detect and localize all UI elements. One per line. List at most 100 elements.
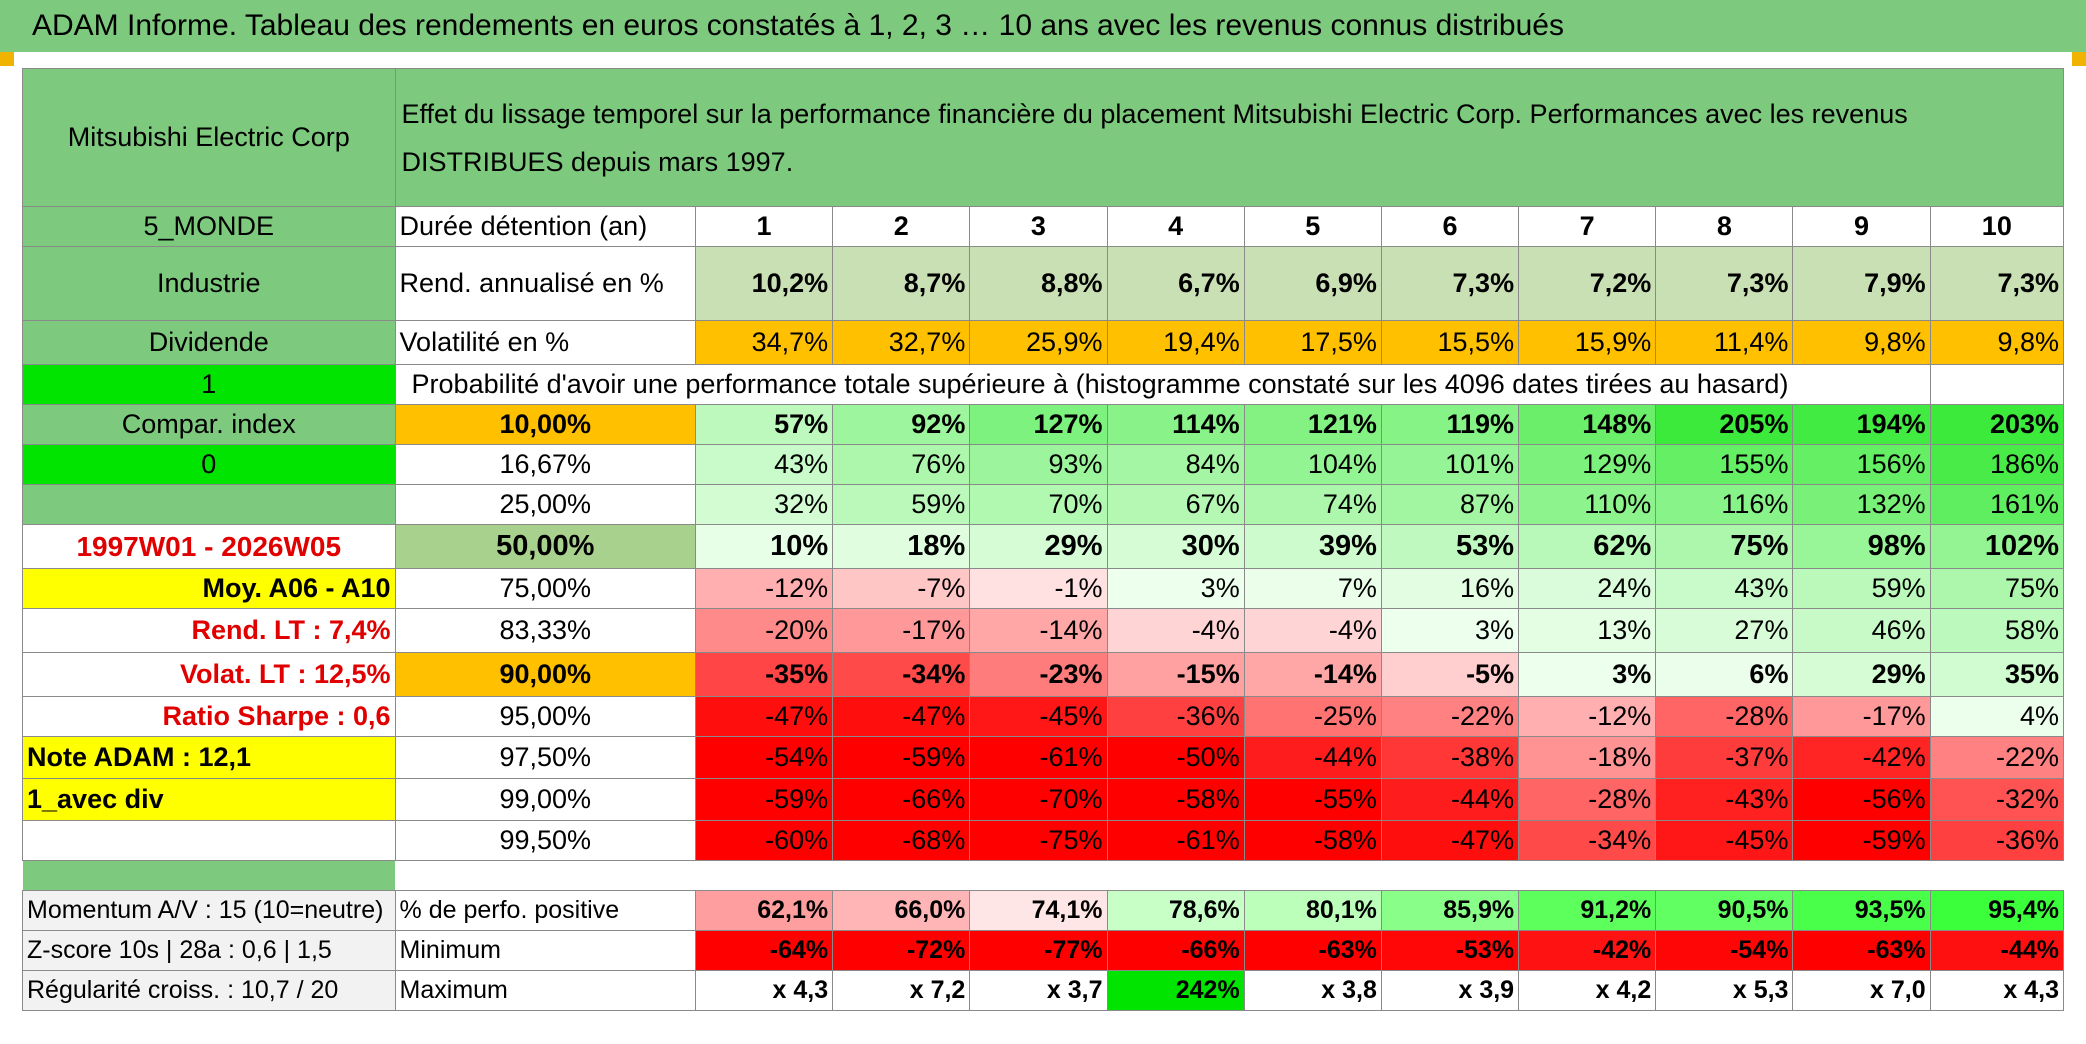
positive-value: 80,1%: [1243, 890, 1382, 931]
quantile-value: -59%: [694, 778, 834, 821]
quantile-value: -59%: [832, 736, 971, 779]
quantile-value: 4%: [1929, 696, 2065, 737]
quantile-value: 32%: [694, 484, 834, 525]
positive-value: 74,1%: [969, 890, 1108, 931]
empty-cell: [695, 860, 833, 891]
quantile-value: -34%: [832, 652, 971, 697]
quantile-value: 194%: [1792, 404, 1931, 445]
corner-marker: [0, 52, 14, 66]
year-header: 1: [694, 206, 834, 247]
quantile-value: -38%: [1380, 736, 1520, 779]
quantile-value: 114%: [1106, 404, 1245, 445]
quantile-value: -37%: [1655, 736, 1794, 779]
quantile-value: 203%: [1929, 404, 2065, 445]
empty-cell: [22, 820, 396, 861]
volatility-value: 15,5%: [1380, 320, 1520, 365]
empty-cell: [22, 484, 396, 525]
quantile-value: -32%: [1929, 778, 2065, 821]
minimum-value: -66%: [1106, 930, 1245, 971]
quantile-value: -44%: [1380, 778, 1520, 821]
return-value: 8,7%: [832, 246, 971, 321]
empty-cell: [969, 860, 1108, 891]
quantile-value: -12%: [694, 568, 834, 609]
quantile-value: 119%: [1380, 404, 1520, 445]
positive-value: 78,6%: [1106, 890, 1245, 931]
return-value: 7,2%: [1518, 246, 1657, 321]
quantile-value: 87%: [1380, 484, 1520, 525]
volatility-value: 32,7%: [832, 320, 971, 365]
quantile-value: -23%: [969, 652, 1108, 697]
empty-cell: [22, 860, 396, 891]
probability-caption: Probabilité d'avoir une performance tota…: [394, 364, 1931, 405]
flag-zero: 0: [22, 444, 396, 485]
positive-value: 62,1%: [694, 890, 834, 931]
quantile-value: 76%: [832, 444, 971, 485]
quantile-row: Volat. LT : 12,5% 90,00% -35% -34% -23% -15% -…: [22, 652, 2065, 697]
quantile-value: -28%: [1655, 696, 1794, 737]
quantile-value: 43%: [1655, 568, 1794, 609]
quantile-level: 95,00%: [394, 696, 696, 737]
year-header: 10: [1929, 206, 2065, 247]
year-header: 4: [1106, 206, 1245, 247]
quantile-value: 121%: [1243, 404, 1382, 445]
quantile-value: 155%: [1655, 444, 1794, 485]
quantile-value: 101%: [1380, 444, 1520, 485]
empty-cell: [1518, 860, 1656, 891]
quantile-value: 102%: [1929, 524, 2065, 569]
zscore-label: Z-score 10s | 28a : 0,6 | 1,5: [22, 930, 396, 971]
average-label: Moy. A06 - A10: [22, 568, 396, 609]
quantile-row: Rend. LT : 7,4% 83,33% -20% -17% -14% -4% -4% 3…: [22, 608, 2065, 653]
regularity-label: Régularité croiss. : 10,7 / 20: [22, 970, 396, 1011]
return-row: Industrie Rend. annualisé en % 10,2% 8,7% 8,…: [22, 246, 2065, 321]
quantile-value: 53%: [1380, 524, 1520, 569]
quantile-value: -56%: [1792, 778, 1931, 821]
quantile-value: -1%: [969, 568, 1108, 609]
quantile-value: -58%: [1106, 778, 1245, 821]
header-row: Mitsubishi Electric Corp Effet du lissage…: [22, 68, 2065, 207]
quantile-value: 39%: [1243, 524, 1382, 569]
quantile-value: 116%: [1655, 484, 1794, 525]
volatility-value: 25,9%: [969, 320, 1108, 365]
quantile-value: 46%: [1792, 608, 1931, 653]
quantile-value: 205%: [1655, 404, 1794, 445]
type-label: Dividende: [22, 320, 396, 365]
positive-value: 90,5%: [1655, 890, 1794, 931]
maximum-value: x 4,3: [694, 970, 834, 1011]
quantile-level: 90,00%: [394, 652, 696, 697]
maximum-value: 242%: [1106, 970, 1245, 1011]
quantile-row: Ratio Sharpe : 0,6 95,00% -47% -47% -45% -36%…: [22, 696, 2065, 737]
empty-cell: [1792, 860, 1931, 891]
volatility-value: 17,5%: [1243, 320, 1382, 365]
empty-cell: [1930, 860, 2064, 891]
maximum-value: x 3,8: [1243, 970, 1382, 1011]
maximum-value: x 4,3: [1929, 970, 2065, 1011]
quantile-value: -36%: [1929, 820, 2065, 861]
quantile-value: 129%: [1518, 444, 1657, 485]
quantile-value: -50%: [1106, 736, 1245, 779]
quantile-value: 59%: [832, 484, 971, 525]
quantile-value: 186%: [1929, 444, 2065, 485]
quantile-value: 57%: [694, 404, 834, 445]
quantile-value: 58%: [1929, 608, 2065, 653]
quantile-value: -14%: [1243, 652, 1382, 697]
return-label: Rend. annualisé en %: [394, 246, 696, 321]
quantile-value: -14%: [969, 608, 1108, 653]
year-header: 7: [1518, 206, 1657, 247]
region-label: 5_MONDE: [22, 206, 396, 247]
quantile-row: Moy. A06 - A10 75,00% -12% -7% -1% 3% 7% 16% 24%…: [22, 568, 2065, 609]
quantile-value: 7%: [1243, 568, 1382, 609]
empty-cell: [1107, 860, 1245, 891]
minimum-value: -72%: [832, 930, 971, 971]
quantile-value: -4%: [1243, 608, 1382, 653]
empty-cell: [1929, 364, 2065, 405]
volatility-value: 19,4%: [1106, 320, 1245, 365]
quantile-value: -36%: [1106, 696, 1245, 737]
minimum-value: -77%: [969, 930, 1108, 971]
quantile-value: -61%: [969, 736, 1108, 779]
maximum-value: x 4,2: [1518, 970, 1657, 1011]
duration-label: Durée détention (an): [394, 206, 696, 247]
quantile-value: 29%: [1792, 652, 1931, 697]
volatility-value: 34,7%: [694, 320, 834, 365]
quantile-value: 59%: [1792, 568, 1931, 609]
quantile-value: 10%: [694, 524, 834, 569]
